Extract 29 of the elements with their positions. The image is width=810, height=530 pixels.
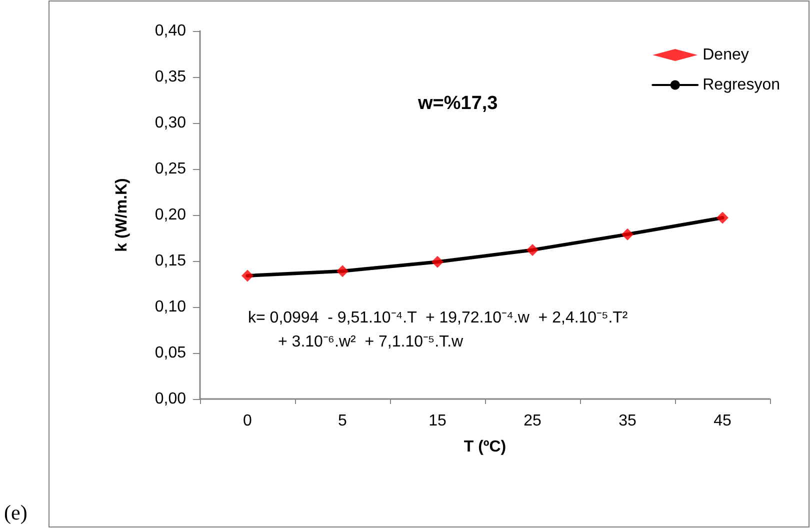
- y-tick-label: 0,30: [154, 114, 186, 132]
- legend-label: Regresyon: [702, 76, 780, 94]
- x-tick-label: 45: [714, 412, 732, 430]
- y-tick-label: 0,40: [154, 22, 186, 40]
- y-tick-label: 0,35: [154, 68, 186, 86]
- y-tick-label: 0,05: [154, 344, 186, 362]
- point: [716, 212, 728, 224]
- point: [526, 244, 538, 256]
- point: [432, 256, 444, 268]
- y-tick-label: 0,10: [154, 298, 186, 316]
- y-tick-label: 0,15: [154, 252, 186, 270]
- point: [622, 228, 634, 240]
- point: [242, 270, 254, 282]
- x-tick-label: 15: [428, 412, 446, 430]
- x-tick-label: 35: [618, 412, 636, 430]
- x-tick-label: 5: [338, 412, 348, 430]
- annotation: + 3.10⁻⁶.w² + 7,1.10⁻⁵.T.w: [278, 334, 464, 350]
- x-axis-title: T (ºC): [464, 438, 506, 456]
- y-axis-title: k (W/m.K): [114, 178, 130, 252]
- x-tick-label: 25: [524, 412, 542, 430]
- annotation: w=%17,3: [417, 93, 498, 114]
- y-tick-label: 0,00: [154, 390, 186, 408]
- legend-label: Deney: [702, 46, 749, 64]
- annotation: k= 0,0994 - 9,51.10⁻⁴.T + 19,72.10⁻⁴.w + 2,4.10⁻⁵.T²: [248, 310, 628, 326]
- text: (e): [4, 500, 28, 524]
- y-tick-label: 0,25: [154, 160, 186, 178]
- x-tick-label: 0: [243, 412, 252, 430]
- point: [336, 265, 348, 278]
- y-tick-label: 0,20: [154, 206, 186, 224]
